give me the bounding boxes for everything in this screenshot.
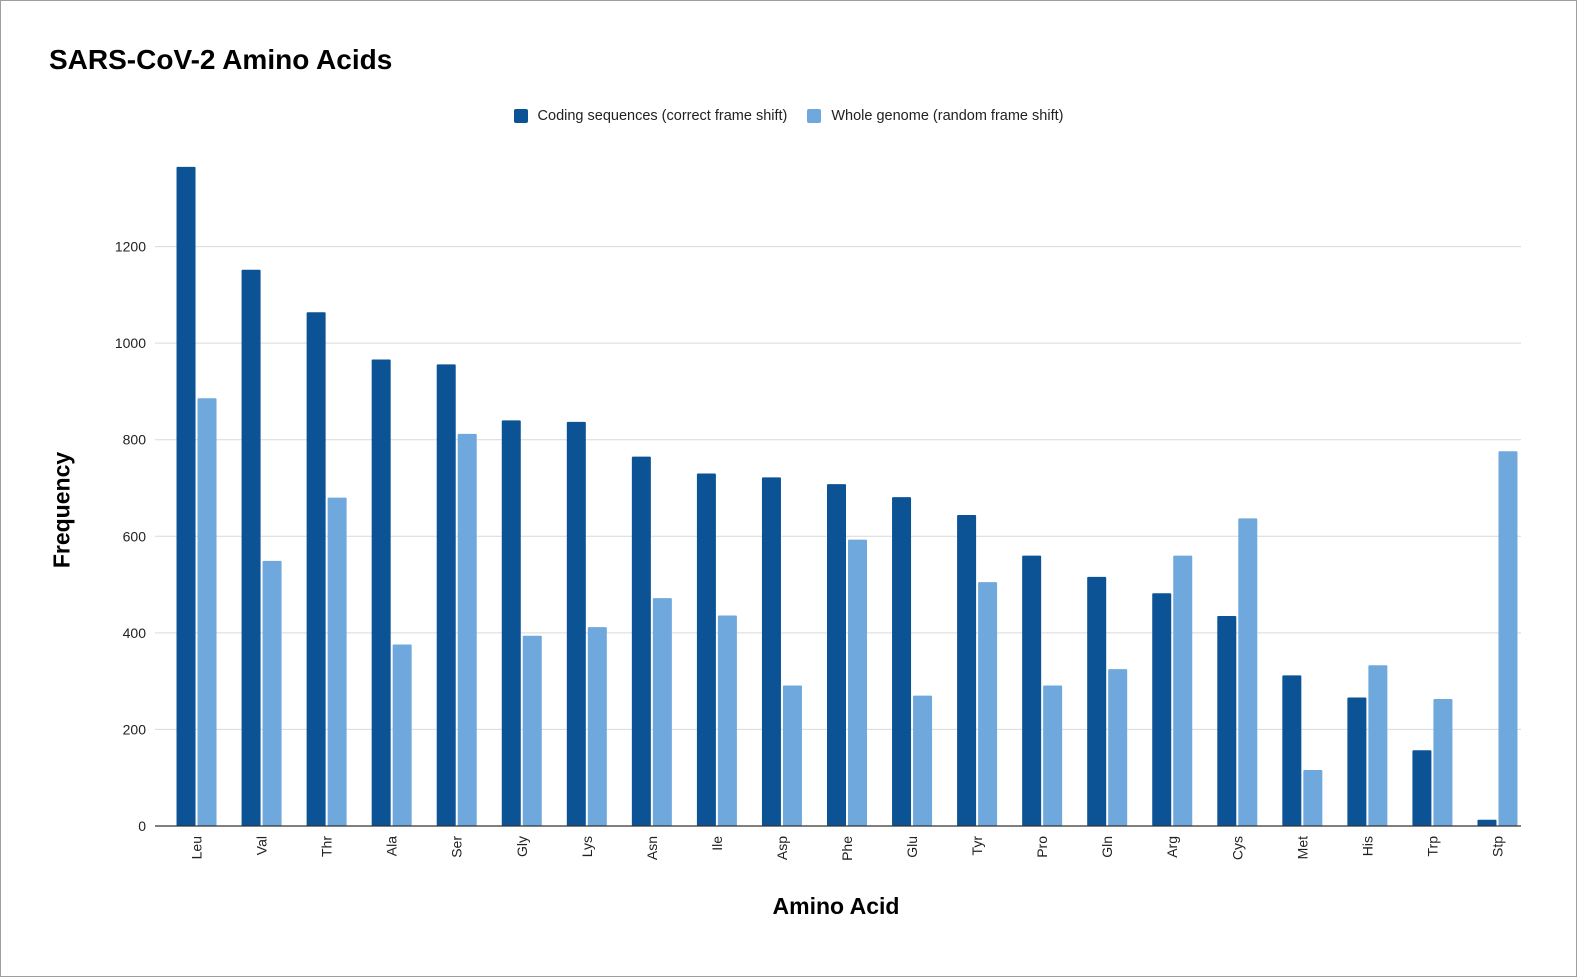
- bar-coding-phe: [827, 484, 846, 826]
- y-tick-label: 600: [123, 528, 147, 544]
- x-tick-label: Asn: [644, 836, 660, 860]
- x-tick-label: Ile: [709, 836, 725, 851]
- bar-genome-pro: [1043, 685, 1063, 826]
- x-tick-label: Gln: [1099, 836, 1115, 858]
- bar-genome-gln: [1108, 669, 1128, 826]
- y-tick-label: 1200: [115, 239, 146, 255]
- x-tick-label: Asp: [774, 836, 790, 860]
- x-tick-label: Val: [254, 836, 270, 855]
- y-axis-label: Frequency: [48, 451, 75, 569]
- bar-coding-gly: [501, 420, 521, 826]
- x-tick-label: Arg: [1164, 836, 1180, 858]
- bar-genome-ile: [717, 615, 737, 826]
- y-tick-label: 200: [123, 721, 147, 737]
- bar-genome-his: [1368, 665, 1388, 826]
- bar-coding-glu: [892, 497, 912, 826]
- bar-coding-ile: [696, 473, 716, 826]
- x-tick-label: Pro: [1034, 836, 1050, 858]
- bar-genome-arg: [1173, 555, 1193, 826]
- bar-coding-met: [1282, 675, 1302, 826]
- x-tick-label: Thr: [319, 836, 335, 857]
- x-tick-label: Ala: [384, 836, 400, 856]
- bar-genome-ser: [457, 433, 477, 826]
- bar-coding-ser: [436, 364, 456, 826]
- x-tick-label: Glu: [904, 836, 920, 858]
- bar-genome-trp: [1433, 699, 1453, 826]
- bar-coding-trp: [1412, 750, 1432, 826]
- y-tick-label: 0: [138, 818, 146, 834]
- bar-coding-asp: [761, 477, 781, 826]
- bar-coding-asn: [631, 456, 651, 826]
- x-tick-label: Stp: [1489, 836, 1505, 857]
- bar-genome-glu: [913, 695, 933, 826]
- legend-swatch-coding: [513, 109, 528, 123]
- bar-genome-val: [262, 560, 282, 826]
- bar-coding-thr: [306, 312, 326, 826]
- bar-genome-phe: [848, 539, 867, 826]
- bar-coding-arg: [1152, 593, 1172, 826]
- y-tick-label: 800: [123, 432, 147, 448]
- x-tick-label: Trp: [1424, 836, 1440, 857]
- bar-genome-met: [1303, 769, 1323, 826]
- bar-coding-leu: [176, 166, 196, 826]
- x-axis-label: Amino Acid: [772, 893, 900, 919]
- bar-coding-val: [241, 269, 261, 827]
- y-tick-label: 400: [123, 625, 147, 641]
- bar-coding-pro: [1022, 555, 1042, 826]
- x-tick-label: Phe: [839, 836, 855, 861]
- x-tick-label: Ser: [449, 836, 465, 858]
- x-tick-label: Leu: [189, 836, 205, 859]
- bar-genome-tyr: [978, 582, 998, 826]
- legend-swatch-genome: [807, 109, 822, 123]
- bar-coding-ala: [371, 359, 391, 826]
- bar-coding-his: [1347, 697, 1367, 826]
- bar-genome-ala: [392, 644, 412, 826]
- bar-coding-lys: [566, 421, 586, 826]
- x-tick-label: Cys: [1229, 836, 1245, 860]
- legend-item-coding[interactable]: Coding sequences (correct frame shift): [513, 108, 788, 124]
- x-tick-label: Gly: [514, 836, 530, 857]
- y-tick-label: 1000: [115, 335, 146, 351]
- bar-coding-tyr: [957, 515, 977, 826]
- bar-genome-stp: [1498, 451, 1518, 826]
- x-tick-label: His: [1359, 836, 1375, 856]
- legend-label-coding: Coding sequences (correct frame shift): [537, 108, 788, 124]
- bar-genome-thr: [327, 497, 347, 826]
- legend: Coding sequences (correct frame shift) W…: [0, 108, 1577, 124]
- x-tick-label: Met: [1294, 836, 1310, 859]
- legend-label-genome: Whole genome (random frame shift): [831, 108, 1064, 124]
- bar-genome-leu: [197, 398, 217, 826]
- bar-coding-gln: [1087, 576, 1107, 826]
- bar-genome-cys: [1238, 518, 1258, 826]
- bar-genome-lys: [587, 627, 607, 826]
- bar-coding-cys: [1217, 615, 1237, 826]
- bar-genome-gly: [522, 635, 542, 826]
- x-tick-label: Lys: [579, 836, 595, 857]
- legend-item-genome[interactable]: Whole genome (random frame shift): [807, 108, 1063, 124]
- bar-genome-asn: [652, 598, 672, 826]
- x-tick-label: Tyr: [969, 836, 985, 856]
- bar-coding-stp: [1477, 819, 1497, 826]
- chart-title: SARS-CoV-2 Amino Acids: [49, 44, 393, 75]
- bar-genome-asp: [782, 685, 802, 826]
